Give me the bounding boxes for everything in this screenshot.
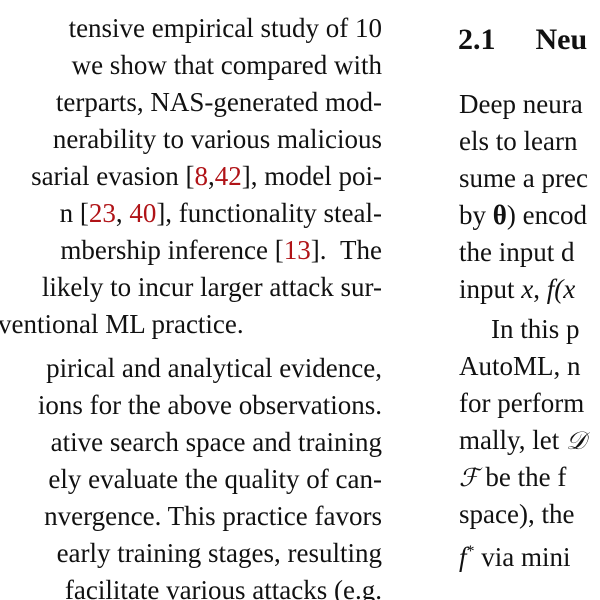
left-line-5-text: sarial evasion [31, 161, 179, 191]
left-line-10: pirical and analytical evidence, [46, 353, 382, 383]
right-line-6: input x, f(x [459, 274, 576, 304]
left-line-7: mbership inference [13]. The [60, 235, 382, 265]
left-top-fragment: – [369, 0, 383, 11]
right-line-10: mally, let 𝒟 [459, 425, 586, 455]
left-line-9: ventional ML practice. [0, 309, 244, 339]
left-line-7-end: The [340, 235, 382, 265]
theta-symbol: θ [492, 200, 507, 230]
citation-link[interactable]: 23 [88, 198, 116, 228]
left-line-6-text: n [59, 198, 74, 228]
citation-link[interactable]: 8 [194, 161, 209, 191]
calD-symbol: 𝒟 [565, 426, 586, 455]
right-line-5: the input d [459, 237, 575, 267]
section-heading: 2.1 Neu [458, 22, 587, 58]
right-line-1: Deep neura [459, 89, 583, 119]
citation-link[interactable]: 13 [283, 235, 311, 265]
left-line-1: tensive empirical study of 10 [68, 13, 382, 43]
left-line-6: n [23, 40], functionality steal- [59, 198, 382, 228]
right-line-9: for perform [459, 388, 585, 418]
citation-link[interactable]: 40 [129, 198, 157, 228]
left-line-5: sarial evasion [8,42], model poi- [31, 161, 382, 191]
left-line-11: ions for the above observations. [37, 390, 382, 420]
section-number: 2.1 [458, 23, 496, 56]
section-title: Neu [535, 23, 588, 56]
calF-symbol: ℱ [459, 463, 479, 492]
citation-link[interactable]: 42 [214, 161, 242, 191]
left-column: – tensive empirical study of 10 we show … [0, 0, 383, 600]
left-line-4: nerability to various malicious [52, 124, 382, 154]
right-line-2: els to learn [459, 126, 578, 156]
left-line-14: nvergence. This practice favors [44, 501, 382, 531]
right-line-13: f* via mini [459, 542, 571, 572]
left-line-16: facilitate various attacks (e.g. [64, 575, 382, 600]
right-line-3: sume a prec [459, 163, 588, 193]
left-line-2: we show that compared with [71, 50, 382, 80]
right-line-7: In this p [491, 314, 580, 344]
left-line-13: ely evaluate the quality of can- [48, 464, 382, 494]
right-line-11: ℱ be the f [459, 462, 567, 492]
left-line-7-text: mbership inference [60, 235, 269, 265]
right-line-12: space), the [459, 499, 575, 529]
left-line-15: early training stages, resulting [56, 538, 382, 568]
left-line-3: terparts, NAS-generated mod- [55, 87, 382, 117]
right-line-8: AutoML, n [459, 351, 581, 381]
left-line-8: likely to incur larger attack sur- [41, 272, 382, 302]
right-line-4: by θ) encod [459, 200, 588, 230]
right-column: 2.1 Neu Deep neura els to learn sume a pr… [456, 0, 600, 600]
left-line-6-rest: ], functionality steal- [156, 198, 382, 228]
left-line-12: ative search space and training [50, 427, 382, 457]
